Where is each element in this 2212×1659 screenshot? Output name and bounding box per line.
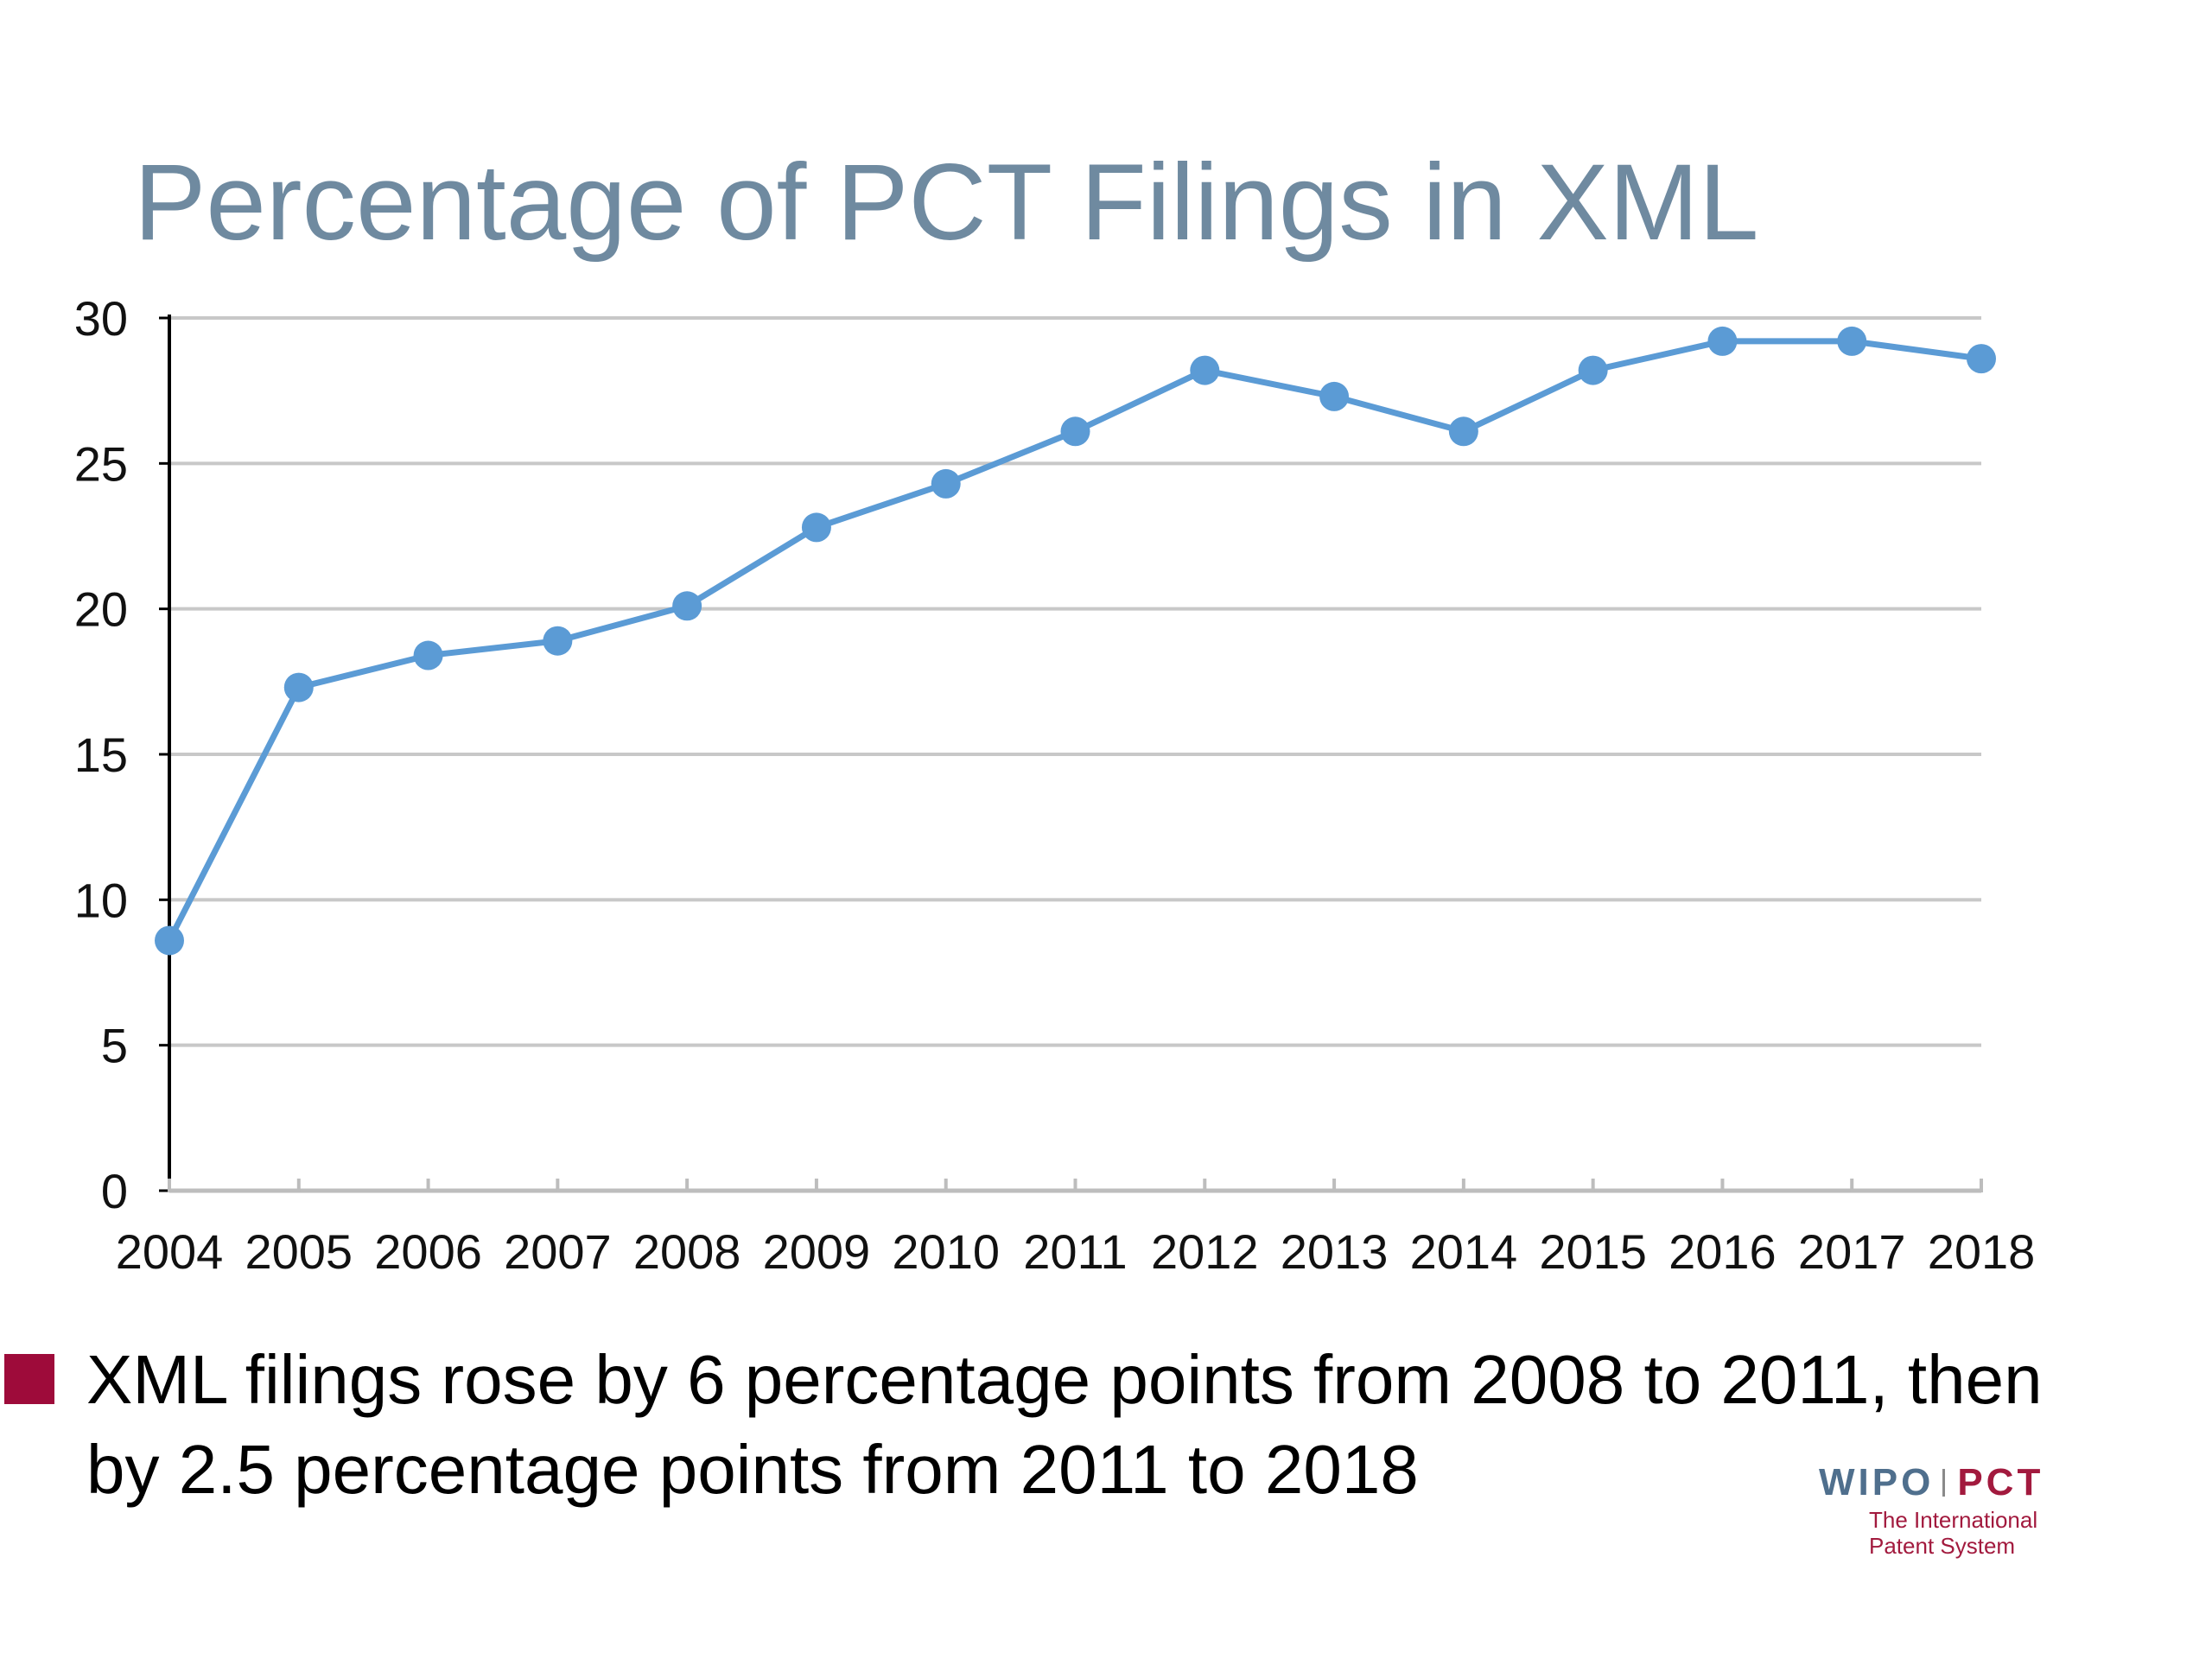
x-tick-label-2007: 2007 (504, 1224, 612, 1279)
x-tick-label-2017: 2017 (1798, 1224, 1906, 1279)
data-point-2017 (1837, 326, 1867, 356)
y-tick-label-15: 15 (74, 728, 128, 782)
data-point-2012 (1190, 355, 1220, 385)
y-tick-label-10: 10 (74, 873, 128, 927)
data-point-2005 (283, 672, 314, 702)
logo-wordmark: WIPO PCT (1819, 1460, 2044, 1505)
data-point-2013 (1319, 381, 1350, 411)
x-tick-label-2012: 2012 (1151, 1224, 1259, 1279)
y-tick-label-0: 0 (101, 1164, 128, 1218)
logo-wipo-text: WIPO (1819, 1461, 1935, 1503)
data-point-2011 (1060, 416, 1090, 447)
y-tick-label-30: 30 (74, 291, 128, 346)
x-tick-label-2013: 2013 (1281, 1224, 1389, 1279)
x-tick-label-2016: 2016 (1669, 1224, 1777, 1279)
logo-pct-text: PCT (1957, 1461, 2044, 1503)
logo-subtitle-line2: Patent System (1869, 1533, 2016, 1559)
data-point-2009 (801, 512, 831, 543)
data-point-2006 (413, 640, 443, 671)
y-tick-labels: 0 5 10 15 20 25 30 (74, 291, 128, 1218)
data-point-2014 (1448, 416, 1478, 447)
data-point-2008 (672, 591, 702, 621)
x-tick-label-2006: 2006 (374, 1224, 482, 1279)
data-point-2016 (1707, 326, 1738, 356)
y-tick-label-25: 25 (74, 436, 128, 491)
y-tick-label-5: 5 (101, 1019, 128, 1073)
x-tick-label-2010: 2010 (892, 1224, 1000, 1279)
data-point-2015 (1578, 355, 1608, 385)
data-point-2010 (931, 468, 961, 499)
bullet-text: XML filings rose by 6 percentage points … (86, 1341, 2043, 1508)
data-point-2004 (155, 925, 184, 956)
x-tick-label-2008: 2008 (633, 1224, 741, 1279)
logo-subtitle-line1: The International (1869, 1507, 2038, 1533)
y-tick-label-20: 20 (74, 582, 128, 637)
x-tick-label-2015: 2015 (1539, 1224, 1647, 1279)
x-tick-label-2005: 2005 (245, 1224, 353, 1279)
data-point-2007 (543, 626, 573, 656)
logo-separator (1942, 1469, 1946, 1497)
chart-title: Percentage of PCT Filings in XML (134, 143, 1759, 263)
bullet-square-icon (4, 1354, 54, 1404)
x-tick-label-2004: 2004 (116, 1224, 224, 1279)
series (155, 326, 1996, 956)
x-tick-label-2011: 2011 (1023, 1224, 1127, 1279)
axes (159, 315, 1983, 1193)
wipo-pct-logo: WIPO PCT The International Patent System (1819, 1460, 2095, 1564)
x-tick-label-2009: 2009 (763, 1224, 871, 1279)
x-tick-labels: 2004 2005 2006 2007 2008 2009 2010 2011 2012 2013… (116, 1224, 2036, 1279)
x-tick-label-2018: 2018 (1928, 1224, 2036, 1279)
gridlines (169, 316, 1981, 1047)
x-tick-label-2014: 2014 (1410, 1224, 1518, 1279)
data-point-2018 (1967, 344, 1996, 374)
